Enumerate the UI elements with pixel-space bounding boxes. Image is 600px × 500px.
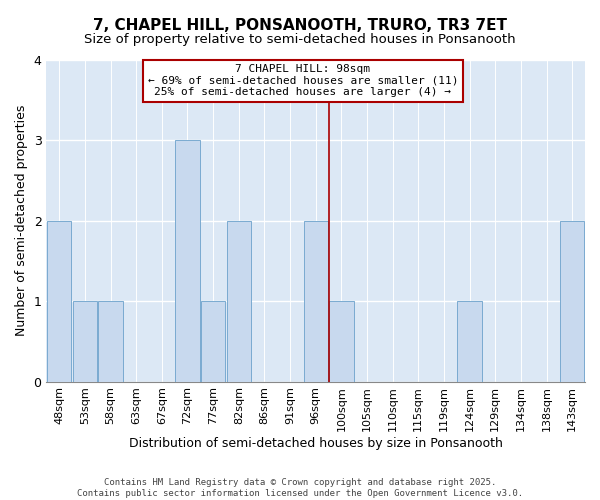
Text: Size of property relative to semi-detached houses in Ponsanooth: Size of property relative to semi-detach… (84, 32, 516, 46)
Y-axis label: Number of semi-detached properties: Number of semi-detached properties (15, 105, 28, 336)
Bar (227, 221, 251, 382)
Bar (98, 301, 123, 382)
X-axis label: Distribution of semi-detached houses by size in Ponsanooth: Distribution of semi-detached houses by … (129, 437, 503, 450)
Text: Contains HM Land Registry data © Crown copyright and database right 2025.
Contai: Contains HM Land Registry data © Crown c… (77, 478, 523, 498)
Bar (560, 221, 584, 382)
Bar (47, 221, 71, 382)
Bar (73, 301, 97, 382)
Bar (329, 301, 353, 382)
Bar (304, 221, 328, 382)
Text: 7, CHAPEL HILL, PONSANOOTH, TRURO, TR3 7ET: 7, CHAPEL HILL, PONSANOOTH, TRURO, TR3 7… (93, 18, 507, 32)
Text: 7 CHAPEL HILL: 98sqm
← 69% of semi-detached houses are smaller (11)
25% of semi-: 7 CHAPEL HILL: 98sqm ← 69% of semi-detac… (148, 64, 458, 97)
Bar (175, 140, 200, 382)
Bar (201, 301, 226, 382)
Bar (457, 301, 482, 382)
